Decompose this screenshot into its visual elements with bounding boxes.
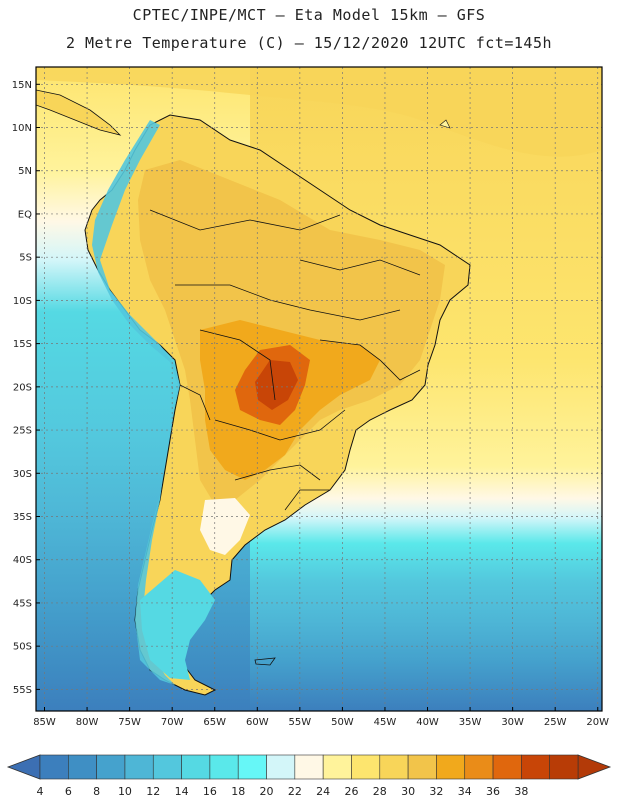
colorbar-label: 26: [344, 785, 358, 798]
lat-tick-label: EQ: [18, 209, 32, 220]
lon-tick-label: 40W: [416, 717, 439, 728]
colorbar: 4 6 8 10 12 14 16 18 20 22 24 26 28 30 32 34 36 38: [6, 754, 612, 798]
lat-tick-label: 55S: [13, 685, 32, 696]
colorbar-swatch: [436, 754, 466, 780]
colorbar-swatch: [492, 754, 522, 780]
patagonia-cool: [140, 570, 215, 680]
lon-tick-label: 50W: [331, 717, 354, 728]
colorbar-swatch: [322, 754, 352, 780]
colorbar-label: 22: [288, 785, 302, 798]
colorbar-label: 4: [37, 785, 44, 798]
lat-tick-label: 5N: [18, 166, 32, 177]
lat-tick-label: 10S: [13, 296, 32, 307]
colorbar-high-arrow: [577, 754, 612, 780]
colorbar-swatch: [124, 754, 154, 780]
colorbar-swatch: [351, 754, 381, 780]
lon-tick-label: 25W: [544, 717, 567, 728]
lat-tick-label: 35S: [13, 512, 32, 523]
colorbar-swatch: [181, 754, 211, 780]
lat-tick-label: 15N: [12, 80, 32, 91]
lat-tick-label: 45S: [13, 598, 32, 609]
colorbar-label: 30: [401, 785, 415, 798]
colorbar-swatch: [39, 754, 69, 780]
caribbean-island: [439, 119, 451, 129]
lon-tick-label: 35W: [459, 717, 482, 728]
lon-tick-label: 30W: [501, 717, 524, 728]
lat-tick-label: 5S: [19, 253, 32, 264]
colorbar-label: 14: [175, 785, 189, 798]
colorbar-swatch: [96, 754, 126, 780]
colorbar-label: 16: [203, 785, 217, 798]
lat-tick-label: 20S: [13, 382, 32, 393]
lon-tick-label: 20W: [586, 717, 609, 728]
colorbar-low-arrow: [6, 754, 41, 780]
lon-tick-label: 80W: [76, 717, 99, 728]
lon-tick-label: 65W: [203, 717, 226, 728]
colorbar-label: 24: [316, 785, 330, 798]
colorbar-label: 8: [93, 785, 100, 798]
colorbar-label: 10: [118, 785, 132, 798]
lat-tick-label: 30S: [13, 469, 32, 480]
colorbar-swatch: [68, 754, 97, 780]
lat-tick-label: 25S: [13, 426, 32, 437]
lat-tick-label: 15S: [13, 339, 32, 350]
colorbar-label: 6: [65, 785, 72, 798]
colorbar-swatch: [294, 754, 324, 780]
map-frame: [35, 66, 603, 712]
colorbar-label: 28: [373, 785, 387, 798]
lon-tick-label: 55W: [289, 717, 312, 728]
lon-tick-label: 60W: [246, 717, 269, 728]
colorbar-swatch: [407, 754, 437, 780]
title-line-2: 2 Metre Temperature (C) – 15/12/2020 12U…: [65, 34, 553, 52]
colorbar-label: 38: [514, 785, 528, 798]
colorbar-swatch: [237, 754, 267, 780]
country-borders: [149, 209, 421, 511]
colorbar-label: 18: [231, 785, 245, 798]
colorbar-swatch: [209, 754, 239, 780]
colorbar-swatch: [549, 754, 579, 780]
lat-tick-label: 40S: [13, 555, 32, 566]
colorbar-swatch: [152, 754, 182, 780]
north-warm-band: [36, 67, 602, 157]
colorbar-swatch: [266, 754, 296, 780]
colorbar-label: 36: [486, 785, 500, 798]
lon-tick-label: 70W: [161, 717, 184, 728]
lon-tick-label: 85W: [33, 717, 56, 728]
lon-tick-label: 45W: [374, 717, 397, 728]
lat-tick-label: 10N: [12, 123, 32, 134]
colorbar-label: 12: [146, 785, 160, 798]
colorbar-swatch: [464, 754, 494, 780]
latitude-axis: 15N 10N 5N EQ 5S 10S 15S 20S 25S 30S 35S 40S 45S 50S 5…: [12, 80, 40, 696]
colorbar-swatch: [379, 754, 409, 780]
lat-tick-label: 50S: [13, 642, 32, 653]
colorbar-label: 32: [429, 785, 443, 798]
colorbar-label: 20: [260, 785, 274, 798]
title-line-1: CPTEC/INPE/MCT – Eta Model 15km – GFS: [132, 6, 486, 24]
hotspot-core: [255, 360, 298, 410]
colorbar-swatch: [521, 754, 550, 780]
colorbar-label: 34: [458, 785, 472, 798]
central-america: [36, 89, 122, 136]
pampa-mild: [200, 498, 250, 555]
falkland-islands: [254, 657, 276, 666]
lon-tick-label: 75W: [118, 717, 141, 728]
field-layer: [36, 67, 602, 711]
longitude-axis: 85W 80W 75W 70W 65W 60W 55W 50W 45W 40W 35W 30W 25W 2…: [33, 707, 609, 728]
graticule: [36, 67, 602, 711]
